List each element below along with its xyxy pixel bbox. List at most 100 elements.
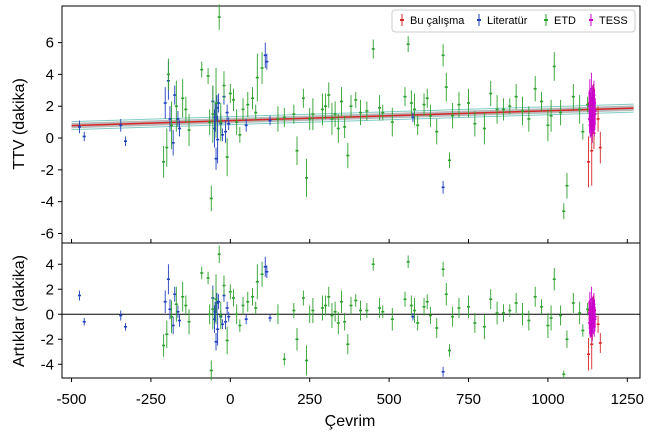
data-point bbox=[209, 360, 213, 381]
y-tick-label: -6 bbox=[41, 225, 54, 242]
data-point bbox=[187, 309, 191, 335]
data-point bbox=[354, 91, 358, 108]
data-point bbox=[349, 296, 353, 315]
data-point bbox=[260, 261, 264, 287]
data-point bbox=[447, 344, 451, 357]
data-point bbox=[409, 295, 413, 316]
data-point bbox=[265, 265, 269, 278]
data-point bbox=[254, 301, 258, 315]
legend-item-etd: ETD bbox=[544, 14, 576, 27]
y-tick-label: -4 bbox=[41, 194, 54, 211]
data-point bbox=[330, 303, 334, 328]
data-point bbox=[581, 324, 585, 337]
bottom-y-axis: 4 2 0 -2 -4 bbox=[41, 256, 62, 373]
data-point bbox=[546, 109, 550, 142]
data-point bbox=[168, 299, 172, 320]
data-point bbox=[308, 107, 312, 131]
legend: Bu çalışma Literatür ETD TESS bbox=[391, 9, 636, 33]
data-point bbox=[219, 103, 223, 142]
fit-band-lower-edge bbox=[71, 111, 634, 131]
data-point bbox=[327, 82, 331, 108]
data-point bbox=[346, 334, 350, 355]
data-point bbox=[411, 313, 415, 321]
data-point bbox=[336, 114, 340, 143]
data-point bbox=[444, 72, 448, 102]
data-point bbox=[346, 142, 350, 169]
data-point bbox=[571, 83, 575, 110]
data-point bbox=[176, 110, 180, 127]
data-point bbox=[276, 304, 280, 325]
legend-label-bu-calisma: Bu çalışma bbox=[410, 15, 465, 27]
data-point bbox=[549, 99, 553, 132]
data-point bbox=[268, 115, 272, 126]
data-point bbox=[227, 117, 231, 131]
y-tick-label: 6 bbox=[46, 35, 54, 52]
y-tick-label: 2 bbox=[46, 281, 54, 298]
data-point bbox=[546, 313, 550, 338]
data-point bbox=[467, 295, 471, 318]
data-point bbox=[324, 93, 328, 119]
data-point bbox=[119, 310, 123, 321]
data-point bbox=[206, 68, 210, 84]
data-point bbox=[390, 107, 394, 137]
data-point bbox=[246, 91, 250, 118]
data-point bbox=[263, 256, 267, 277]
data-point bbox=[413, 93, 417, 126]
data-point bbox=[365, 303, 369, 318]
data-point bbox=[482, 314, 486, 340]
data-point bbox=[220, 128, 224, 142]
data-point bbox=[416, 115, 420, 135]
data-point bbox=[527, 310, 531, 331]
data-point bbox=[170, 101, 174, 150]
data-point bbox=[354, 294, 358, 307]
x-tick-label: 250 bbox=[297, 391, 322, 408]
y-tick-label: 2 bbox=[46, 98, 54, 115]
data-point bbox=[587, 338, 591, 371]
series-tess bbox=[587, 72, 597, 143]
data-point bbox=[578, 95, 582, 124]
data-point bbox=[231, 289, 235, 307]
data-point bbox=[225, 326, 229, 355]
x-tick-label: 1250 bbox=[611, 391, 644, 408]
data-point bbox=[381, 104, 385, 121]
data-point bbox=[214, 147, 218, 170]
data-point bbox=[501, 98, 505, 121]
data-point bbox=[162, 334, 166, 357]
data-point bbox=[330, 103, 334, 135]
data-point bbox=[520, 96, 524, 126]
data-point bbox=[552, 52, 556, 81]
data-point bbox=[451, 103, 455, 129]
data-point bbox=[533, 75, 537, 102]
data-point bbox=[311, 298, 315, 323]
data-point bbox=[235, 304, 239, 325]
data-point bbox=[359, 99, 363, 126]
data-point bbox=[178, 120, 182, 137]
data-point bbox=[324, 295, 328, 316]
data-point bbox=[549, 305, 553, 331]
data-point bbox=[428, 104, 432, 127]
bottom-panel: 4 2 0 -2 -4 -500 -250 0 250 500 750 1000 1250 Artık… bbox=[11, 239, 644, 430]
data-point bbox=[176, 305, 180, 318]
bottom-y-axis-title: Artıklar (dakika) bbox=[11, 255, 28, 367]
legend-label-tess: TESS bbox=[599, 15, 628, 27]
data-point bbox=[214, 68, 218, 139]
data-point bbox=[246, 291, 250, 312]
data-point bbox=[441, 44, 445, 67]
data-point bbox=[217, 294, 221, 310]
data-point bbox=[244, 118, 248, 132]
series-etd bbox=[162, 4, 590, 220]
data-point bbox=[200, 61, 204, 78]
data-point bbox=[282, 353, 286, 366]
data-point bbox=[82, 131, 86, 142]
data-point bbox=[265, 53, 269, 70]
data-point bbox=[231, 88, 235, 111]
data-point bbox=[225, 301, 229, 315]
data-point bbox=[403, 87, 407, 107]
data-point bbox=[457, 91, 461, 118]
data-point bbox=[305, 158, 309, 197]
data-point bbox=[238, 126, 242, 143]
data-point bbox=[586, 96, 590, 113]
data-point bbox=[211, 85, 215, 143]
data-point bbox=[333, 301, 337, 322]
data-point bbox=[174, 286, 178, 322]
